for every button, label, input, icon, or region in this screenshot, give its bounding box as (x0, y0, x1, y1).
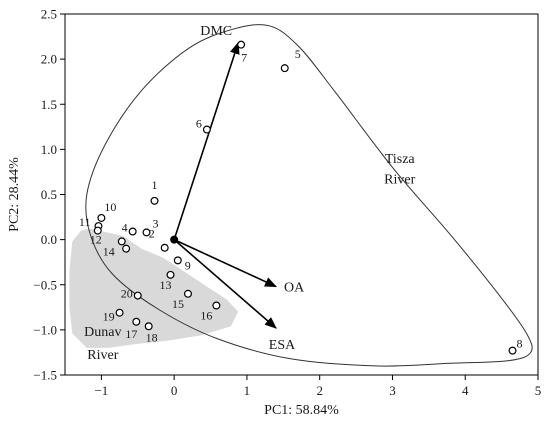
score-point (128, 227, 137, 236)
tisza-river-label-line1: Tisza (385, 152, 416, 167)
x-tick-label: 0 (171, 383, 178, 398)
point-label-15: 15 (172, 297, 184, 311)
point-label-13: 13 (160, 278, 172, 292)
point-label-18: 18 (146, 330, 158, 344)
score-point (117, 237, 126, 246)
vector-esa (173, 239, 277, 329)
score-point (133, 291, 142, 300)
y-tick-label: 0.5 (41, 187, 57, 202)
point-label-9: 9 (185, 258, 191, 272)
vector-label-oa: OA (284, 281, 305, 296)
dunav-river-region (69, 228, 239, 348)
point-label-1: 1 (152, 178, 158, 192)
point-label-17: 17 (125, 327, 137, 341)
score-point (122, 244, 131, 253)
score-point (173, 256, 182, 265)
score-point (115, 308, 124, 317)
score-point (150, 196, 159, 205)
score-point (132, 317, 141, 326)
point-label-11: 11 (79, 215, 91, 229)
point-label-16: 16 (200, 309, 212, 323)
y-axis-label: PC2: 28.44% (7, 157, 22, 232)
tisza-river-label-line2: River (384, 173, 415, 188)
y-tick-label: 2.5 (41, 7, 57, 22)
score-point (160, 243, 169, 252)
x-tick-label: 1 (244, 383, 251, 398)
point-label-7: 7 (241, 51, 247, 65)
y-tick-label: 1.0 (41, 142, 57, 157)
point-label-6: 6 (196, 117, 202, 131)
y-tick-label: −1.0 (33, 322, 57, 337)
point-label-4: 4 (122, 221, 128, 235)
vector-dmc (173, 41, 240, 240)
score-point (97, 213, 106, 222)
y-tick-label: 2.0 (41, 52, 57, 67)
y-tick-label: 1.5 (41, 97, 57, 112)
score-point (144, 322, 153, 331)
dunav-river-label-line2: River (87, 348, 118, 363)
x-tick-label: 2 (316, 383, 323, 398)
loading-vectors: DMC OA ESA (170, 24, 305, 353)
group-regions (69, 24, 533, 367)
vector-oa (173, 238, 277, 288)
x-axis-label: PC1: 58.84% (264, 403, 339, 418)
point-label-8: 8 (517, 337, 523, 351)
x-tick-label: −1 (94, 383, 108, 398)
tisza-river-outline (85, 24, 533, 367)
y-tick-label: 0.0 (41, 232, 57, 247)
chart-text: PC1: 58.84% PC2: 28.44% Tisza River Duna… (7, 152, 416, 418)
x-tick-label: 3 (389, 383, 396, 398)
score-point (280, 64, 289, 73)
score-point (237, 40, 246, 49)
point-label-12: 12 (90, 233, 102, 247)
axes: −1 0 1 2 3 4 5−1.5−1.0−0.50.00.51.01.52.02.5 (33, 7, 541, 399)
y-tick-label: −1.5 (33, 368, 57, 383)
score-point (183, 289, 192, 298)
score-point (166, 270, 175, 279)
point-label-3: 3 (153, 216, 159, 230)
score-point (93, 226, 102, 235)
score-point (212, 301, 221, 310)
point-label-10: 10 (104, 200, 116, 214)
score-point (202, 125, 211, 134)
point-label-5: 5 (295, 47, 301, 61)
score-point (142, 228, 151, 237)
point-label-2: 2 (149, 227, 155, 241)
point-label-19: 19 (103, 310, 115, 324)
score-point (508, 346, 517, 355)
vector-label-esa: ESA (269, 338, 296, 353)
y-tick-label: −0.5 (33, 277, 57, 292)
x-tick-label: 5 (535, 383, 542, 398)
point-label-14: 14 (103, 244, 115, 258)
point-label-20: 20 (121, 287, 133, 301)
vector-label-dmc: DMC (200, 24, 232, 39)
x-tick-label: 4 (462, 383, 469, 398)
dunav-river-label-line1: Dunav (84, 325, 121, 340)
